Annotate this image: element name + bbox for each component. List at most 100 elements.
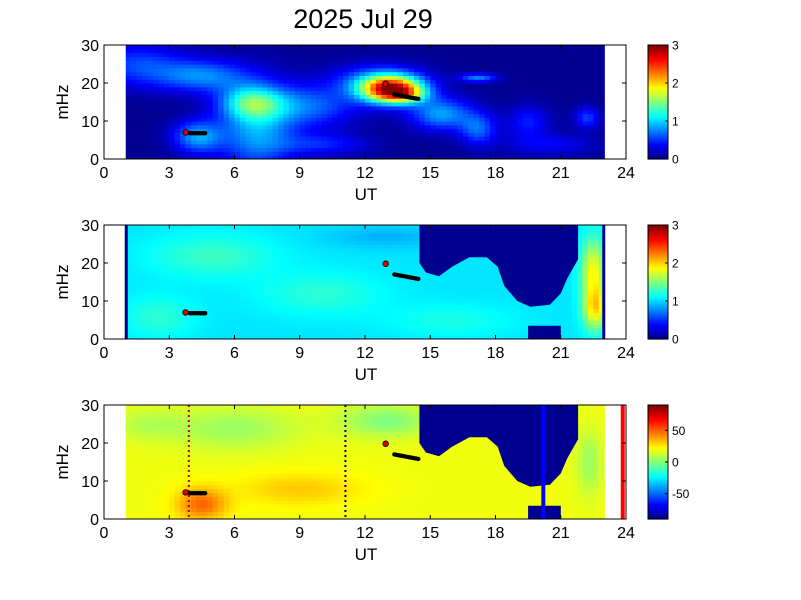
heatmap-cell bbox=[571, 52, 578, 57]
heatmap-cell bbox=[326, 75, 333, 80]
heatmap-cell bbox=[587, 98, 594, 103]
heatmap-cell bbox=[473, 45, 480, 50]
heatmap-cell bbox=[413, 285, 420, 291]
heatmap-cell bbox=[163, 312, 170, 317]
heatmap-cell bbox=[479, 75, 486, 80]
heatmap-cell bbox=[582, 98, 589, 103]
heatmap-cell bbox=[267, 56, 274, 61]
heatmap-cell bbox=[348, 67, 355, 73]
heatmap-cell bbox=[305, 327, 312, 332]
heatmap-cell bbox=[533, 155, 540, 159]
heatmap-cell bbox=[441, 270, 448, 275]
heatmap-cell bbox=[413, 143, 420, 149]
heatmap-cell bbox=[310, 274, 317, 279]
heatmap-cell bbox=[299, 155, 306, 159]
heatmap-cell bbox=[234, 320, 241, 325]
heatmap-cell bbox=[397, 64, 404, 69]
heatmap-cell bbox=[495, 75, 502, 80]
heatmap-cell bbox=[180, 228, 187, 234]
heatmap-cell bbox=[359, 259, 366, 264]
colorbar-frame bbox=[647, 44, 669, 160]
heatmap-cell bbox=[196, 151, 203, 156]
heatmap-cell bbox=[305, 232, 312, 237]
heatmap-cell bbox=[435, 147, 442, 152]
heatmap-cell bbox=[555, 121, 562, 126]
heatmap-cell bbox=[212, 293, 219, 298]
heatmap-cell bbox=[533, 121, 540, 126]
heatmap-cell bbox=[500, 320, 507, 325]
heatmap-cell bbox=[261, 282, 268, 287]
heatmap-cell bbox=[163, 45, 170, 50]
heatmap-cell bbox=[593, 60, 600, 65]
heatmap-cell bbox=[359, 105, 366, 111]
heatmap-cell bbox=[239, 79, 246, 84]
heatmap-cell bbox=[397, 251, 404, 256]
heatmap-cell bbox=[375, 98, 382, 103]
heatmap-cell bbox=[180, 90, 187, 95]
heatmap-cell bbox=[131, 308, 138, 313]
heatmap-cell bbox=[278, 52, 285, 57]
heatmap-cell bbox=[522, 45, 529, 50]
heatmap-cell bbox=[158, 278, 165, 283]
heatmap-cell bbox=[457, 136, 464, 141]
heatmap-cell bbox=[163, 117, 170, 122]
heatmap-cell bbox=[479, 320, 486, 325]
heatmap-cell bbox=[359, 251, 366, 256]
heatmap-cell bbox=[473, 113, 480, 118]
heatmap-cell bbox=[158, 225, 165, 230]
heatmap-cell bbox=[294, 117, 301, 122]
heatmap-cell bbox=[354, 94, 361, 99]
heatmap-cell bbox=[337, 308, 344, 313]
heatmap-cell bbox=[152, 105, 159, 111]
heatmap-cell bbox=[343, 117, 350, 122]
heatmap-cell bbox=[560, 86, 567, 92]
heatmap-cell bbox=[294, 60, 301, 65]
heatmap-cell bbox=[571, 124, 578, 130]
heatmap-cell bbox=[272, 90, 279, 95]
heatmap-cell bbox=[479, 86, 486, 92]
heatmap-cell bbox=[218, 228, 225, 234]
heatmap-cell bbox=[435, 52, 442, 57]
heatmap-cell bbox=[359, 225, 366, 230]
heatmap-cell bbox=[386, 247, 393, 253]
heatmap-cell bbox=[207, 274, 214, 279]
heatmap-cell bbox=[457, 151, 464, 156]
heatmap-cell bbox=[490, 301, 497, 306]
heatmap-cell bbox=[566, 90, 573, 95]
heatmap-cell bbox=[479, 274, 486, 279]
heatmap-cell bbox=[201, 90, 208, 95]
heatmap-cell bbox=[326, 45, 333, 50]
heatmap-cell bbox=[261, 255, 268, 260]
heatmap-cell bbox=[397, 128, 404, 133]
heatmap-cell bbox=[506, 136, 513, 141]
heatmap-cell bbox=[593, 109, 600, 114]
heatmap-cell bbox=[283, 282, 290, 287]
heatmap-cell bbox=[332, 109, 339, 114]
heatmap-cell bbox=[490, 132, 497, 137]
heatmap-cell bbox=[212, 105, 219, 111]
heatmap-cell bbox=[354, 105, 361, 111]
heatmap-cell bbox=[288, 225, 295, 230]
heatmap-cell bbox=[261, 60, 268, 65]
heatmap-cell bbox=[424, 60, 431, 65]
heatmap-cell bbox=[479, 331, 486, 336]
heatmap-cell bbox=[321, 320, 328, 325]
heatmap-cell bbox=[316, 301, 323, 306]
heatmap-cell bbox=[381, 266, 388, 272]
heatmap-cell bbox=[256, 67, 263, 73]
heatmap-cell bbox=[125, 98, 132, 103]
heatmap-cell bbox=[479, 102, 486, 107]
heatmap-cell bbox=[560, 151, 567, 156]
heatmap-cell bbox=[288, 331, 295, 336]
heatmap-cell bbox=[544, 109, 551, 114]
heatmap-cell bbox=[163, 109, 170, 114]
heatmap-cell bbox=[337, 136, 344, 141]
heatmap-cell bbox=[365, 270, 372, 275]
heatmap-cell bbox=[131, 56, 138, 61]
heatmap-cell bbox=[234, 236, 241, 241]
heatmap-cell bbox=[326, 285, 333, 291]
heatmap-cell bbox=[196, 79, 203, 84]
heatmap-cell bbox=[386, 278, 393, 283]
heatmap-cell bbox=[256, 285, 263, 291]
heatmap-cell bbox=[419, 105, 426, 111]
